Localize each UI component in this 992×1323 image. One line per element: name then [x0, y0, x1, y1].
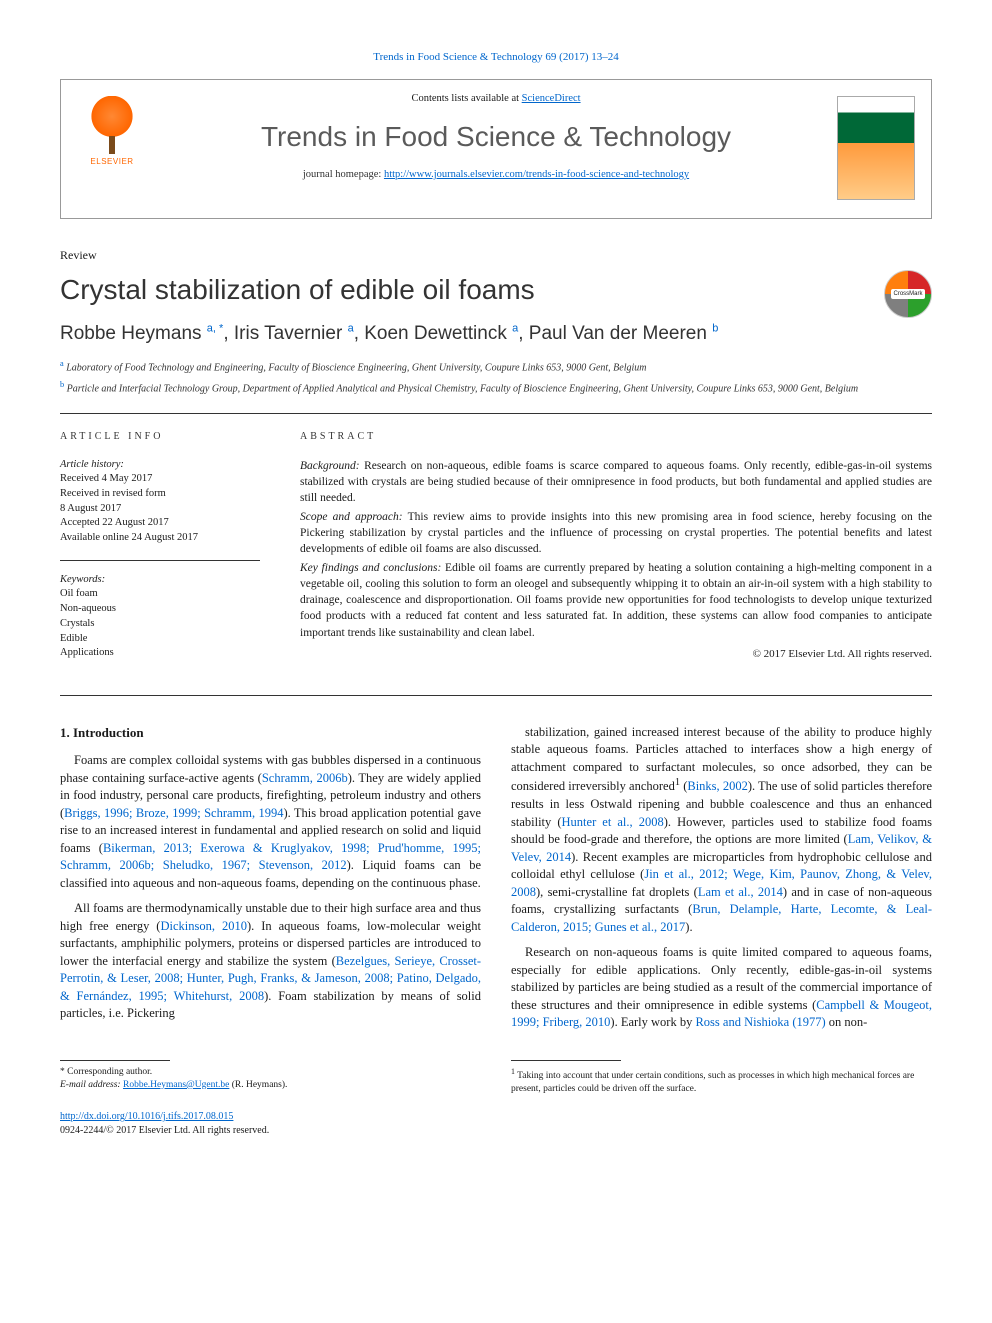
sciencedirect-link[interactable]: ScienceDirect — [522, 93, 581, 104]
journal-name: Trends in Food Science & Technology — [167, 117, 825, 156]
doi-block: http://dx.doi.org/10.1016/j.tifs.2017.08… — [60, 1110, 932, 1138]
citation-line: Trends in Food Science & Technology 69 (… — [60, 50, 932, 65]
abstract-body: Background: Research on non-aqueous, edi… — [300, 458, 932, 641]
abstract-segment: Scope and approach: This review aims to … — [300, 509, 932, 557]
footnote-corresponding: * Corresponding author. E-mail address: … — [60, 1060, 481, 1097]
authors-line: Robbe Heymans a, *, Iris Tavernier a, Ko… — [60, 321, 932, 348]
article-history-block: Article history: Received 4 May 2017Rece… — [60, 458, 260, 546]
contents-available-line: Contents lists available at ScienceDirec… — [167, 92, 825, 107]
article-type: Review — [60, 247, 932, 264]
journal-header-box: ELSEVIER Contents lists available at Sci… — [60, 79, 932, 219]
body-paragraph: All foams are thermodynamically unstable… — [60, 900, 481, 1023]
history-line: Received 4 May 2017 — [60, 472, 260, 487]
journal-homepage-link[interactable]: http://www.journals.elsevier.com/trends-… — [384, 169, 689, 180]
body-paragraph: Foams are complex colloidal systems with… — [60, 752, 481, 892]
journal-homepage-line: journal homepage: http://www.journals.el… — [167, 168, 825, 183]
abstract-copyright: © 2017 Elsevier Ltd. All rights reserved… — [300, 647, 932, 662]
body-column-right: stabilization, gained increased interest… — [511, 724, 932, 1040]
keywords-block: Keywords: Oil foamNon-aqueousCrystalsEdi… — [60, 573, 260, 661]
article-info-heading: ARTICLE INFO — [60, 430, 260, 444]
keyword-line: Non-aqueous — [60, 602, 260, 617]
divider — [60, 413, 932, 414]
crossmark-badge[interactable]: CrossMark — [884, 270, 932, 318]
body-paragraph: stabilization, gained increased interest… — [511, 724, 932, 936]
journal-cover-thumbnail — [837, 96, 915, 200]
abstract-segment: Key findings and conclusions: Edible oil… — [300, 560, 932, 640]
article-title: Crystal stabilization of edible oil foam… — [60, 270, 535, 309]
keyword-line: Applications — [60, 646, 260, 661]
abstract-segment: Background: Research on non-aqueous, edi… — [300, 458, 932, 506]
abstract-heading: ABSTRACT — [300, 430, 932, 444]
section-heading: 1. Introduction — [60, 724, 481, 742]
keyword-line: Oil foam — [60, 587, 260, 602]
keyword-line: Edible — [60, 632, 260, 647]
affiliation-line: b Particle and Interfacial Technology Gr… — [60, 379, 932, 396]
footnote-note1: 1 Taking into account that under certain… — [511, 1060, 932, 1097]
doi-link[interactable]: http://dx.doi.org/10.1016/j.tifs.2017.08… — [60, 1111, 233, 1122]
body-column-left: 1. Introduction Foams are complex colloi… — [60, 724, 481, 1040]
history-line: Received in revised form — [60, 487, 260, 502]
keyword-line: Crystals — [60, 617, 260, 632]
history-line: Accepted 22 August 2017 — [60, 516, 260, 531]
elsevier-logo: ELSEVIER — [77, 96, 147, 176]
history-line: 8 August 2017 — [60, 502, 260, 517]
corresponding-email-link[interactable]: Robbe.Heymans@Ugent.be — [123, 1080, 229, 1090]
divider — [60, 695, 932, 696]
body-paragraph: Research on non-aqueous foams is quite l… — [511, 944, 932, 1032]
issn-copyright: 0924-2244/© 2017 Elsevier Ltd. All right… — [60, 1125, 269, 1136]
affiliations-block: a Laboratory of Food Technology and Engi… — [60, 358, 932, 397]
affiliation-line: a Laboratory of Food Technology and Engi… — [60, 358, 932, 375]
history-line: Available online 24 August 2017 — [60, 531, 260, 546]
